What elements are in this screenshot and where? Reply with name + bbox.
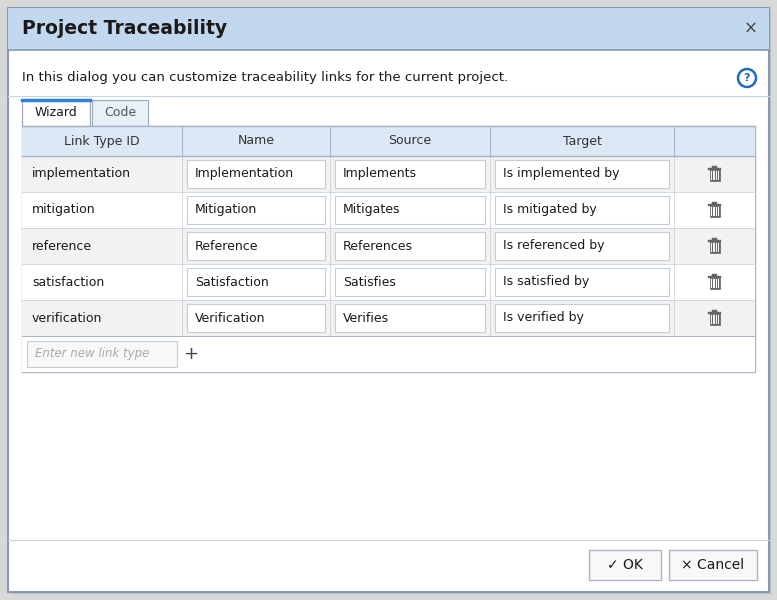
- Bar: [710, 278, 719, 287]
- Bar: [708, 239, 721, 241]
- Bar: [589, 550, 661, 580]
- Text: Satisfaction: Satisfaction: [195, 275, 269, 289]
- Bar: [708, 275, 721, 277]
- Bar: [709, 241, 720, 253]
- Text: satisfaction: satisfaction: [32, 275, 104, 289]
- Text: Project Traceability: Project Traceability: [22, 19, 227, 38]
- Bar: [495, 268, 669, 296]
- Bar: [712, 238, 717, 239]
- Text: ✓ OK: ✓ OK: [607, 558, 643, 572]
- Text: ×: ×: [744, 20, 758, 38]
- Bar: [8, 8, 769, 50]
- Bar: [712, 310, 717, 311]
- Bar: [22, 228, 755, 264]
- Text: Is satisfied by: Is satisfied by: [503, 275, 589, 289]
- Text: Implementation: Implementation: [195, 167, 294, 181]
- Text: Reference: Reference: [195, 239, 259, 253]
- Bar: [712, 202, 717, 203]
- Text: Code: Code: [104, 107, 136, 119]
- Text: Wizard: Wizard: [35, 107, 78, 119]
- Text: Satisfies: Satisfies: [343, 275, 395, 289]
- Bar: [710, 314, 719, 323]
- Bar: [187, 196, 325, 224]
- Bar: [22, 336, 755, 372]
- Bar: [710, 242, 719, 251]
- Text: ?: ?: [744, 73, 751, 83]
- Bar: [22, 300, 755, 336]
- Text: Mitigation: Mitigation: [195, 203, 257, 217]
- Bar: [187, 304, 325, 332]
- Text: References: References: [343, 239, 413, 253]
- Text: Link Type ID: Link Type ID: [64, 134, 140, 148]
- Text: verification: verification: [32, 311, 103, 325]
- Bar: [22, 100, 90, 126]
- Bar: [22, 264, 755, 300]
- Bar: [710, 206, 719, 215]
- Text: × Cancel: × Cancel: [681, 558, 744, 572]
- Bar: [92, 100, 148, 126]
- Bar: [712, 274, 717, 275]
- Bar: [335, 268, 485, 296]
- Text: Is implemented by: Is implemented by: [503, 167, 619, 181]
- Bar: [22, 126, 755, 156]
- Text: Implements: Implements: [343, 167, 417, 181]
- Text: implementation: implementation: [32, 167, 131, 181]
- Bar: [335, 304, 485, 332]
- Bar: [495, 232, 669, 260]
- Bar: [27, 341, 177, 367]
- Text: Verification: Verification: [195, 311, 266, 325]
- Bar: [335, 232, 485, 260]
- Bar: [22, 192, 755, 228]
- Text: In this dialog you can customize traceability links for the current project.: In this dialog you can customize traceab…: [22, 71, 508, 85]
- Bar: [22, 126, 755, 372]
- Bar: [187, 232, 325, 260]
- Bar: [712, 166, 717, 167]
- Bar: [708, 311, 721, 313]
- Bar: [495, 196, 669, 224]
- Bar: [709, 169, 720, 181]
- Bar: [187, 268, 325, 296]
- Bar: [187, 160, 325, 188]
- Bar: [335, 196, 485, 224]
- Bar: [708, 167, 721, 169]
- Bar: [710, 170, 719, 179]
- Text: Is mitigated by: Is mitigated by: [503, 203, 597, 217]
- Bar: [495, 160, 669, 188]
- Bar: [22, 156, 755, 192]
- Text: reference: reference: [32, 239, 92, 253]
- Bar: [709, 205, 720, 217]
- Text: Verifies: Verifies: [343, 311, 389, 325]
- Bar: [335, 160, 485, 188]
- Text: +: +: [183, 345, 198, 363]
- Bar: [669, 550, 757, 580]
- Text: Enter new link type: Enter new link type: [35, 347, 149, 361]
- Bar: [709, 277, 720, 289]
- Text: Name: Name: [238, 134, 274, 148]
- Text: Is referenced by: Is referenced by: [503, 239, 605, 253]
- Text: Source: Source: [388, 134, 431, 148]
- Bar: [709, 313, 720, 325]
- Text: Is verified by: Is verified by: [503, 311, 584, 325]
- Bar: [495, 304, 669, 332]
- Text: mitigation: mitigation: [32, 203, 96, 217]
- Text: Target: Target: [563, 134, 601, 148]
- Bar: [708, 203, 721, 205]
- Text: Mitigates: Mitigates: [343, 203, 400, 217]
